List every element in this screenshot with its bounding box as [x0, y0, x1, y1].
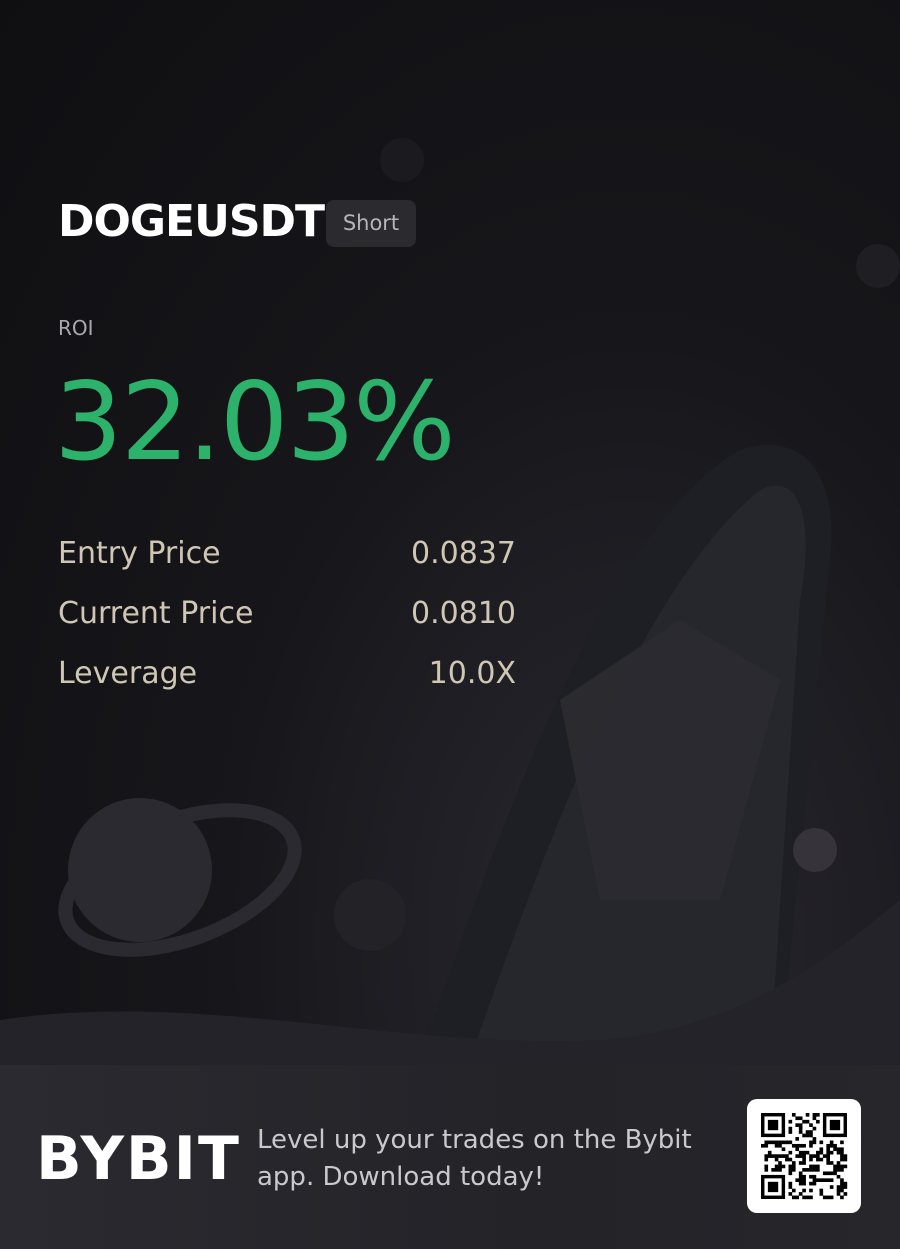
qr-code [747, 1099, 861, 1213]
detail-value: 0.0837 [411, 536, 516, 571]
detail-value: 10.0X [428, 656, 516, 691]
detail-label: Entry Price [58, 536, 221, 571]
roi-label: ROI [58, 316, 94, 340]
roi-value: 32.03% [54, 360, 456, 485]
detail-label: Leverage [58, 656, 198, 691]
detail-label: Current Price [58, 596, 254, 631]
side-badge: Short [326, 200, 416, 247]
logo: BYBIT [36, 1124, 241, 1194]
symbol: DOGEUSDT [58, 196, 325, 247]
detail-value: 0.0810 [411, 596, 516, 631]
tagline: Level up your trades on the Bybit app. D… [257, 1125, 692, 1192]
background-art [0, 138, 900, 1065]
